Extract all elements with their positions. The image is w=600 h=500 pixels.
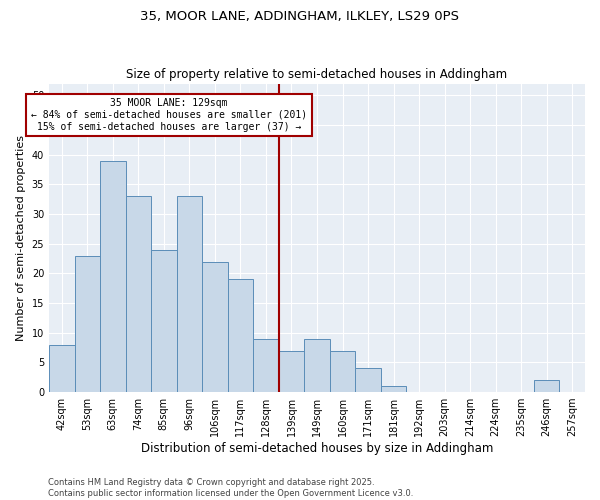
Bar [151, 250, 176, 392]
X-axis label: Distribution of semi-detached houses by size in Addingham: Distribution of semi-detached houses by … [141, 442, 493, 455]
Bar [74, 256, 100, 392]
Text: Contains HM Land Registry data © Crown copyright and database right 2025.
Contai: Contains HM Land Registry data © Crown c… [48, 478, 413, 498]
Y-axis label: Number of semi-detached properties: Number of semi-detached properties [16, 135, 26, 341]
Bar [125, 196, 151, 392]
Title: Size of property relative to semi-detached houses in Addingham: Size of property relative to semi-detach… [127, 68, 508, 81]
Bar [176, 196, 202, 392]
Bar [253, 338, 279, 392]
Bar [100, 160, 125, 392]
Bar [279, 350, 304, 392]
Text: 35 MOOR LANE: 129sqm
← 84% of semi-detached houses are smaller (201)
15% of semi: 35 MOOR LANE: 129sqm ← 84% of semi-detac… [31, 98, 307, 132]
Bar [304, 338, 330, 392]
Bar [355, 368, 381, 392]
Bar [330, 350, 355, 392]
Bar [202, 262, 227, 392]
Bar [534, 380, 559, 392]
Bar [381, 386, 406, 392]
Bar [227, 280, 253, 392]
Text: 35, MOOR LANE, ADDINGHAM, ILKLEY, LS29 0PS: 35, MOOR LANE, ADDINGHAM, ILKLEY, LS29 0… [140, 10, 460, 23]
Bar [49, 344, 74, 392]
